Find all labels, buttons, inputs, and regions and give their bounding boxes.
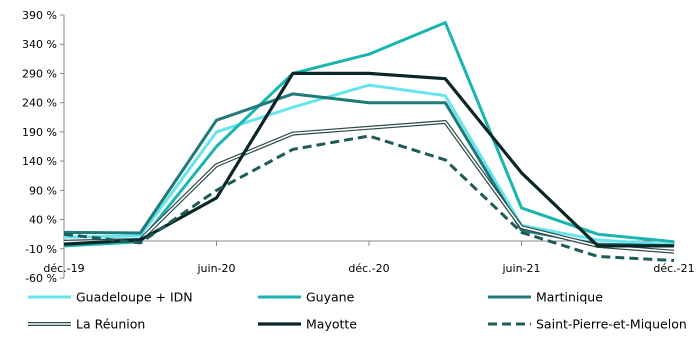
legend-item: Martinique (488, 290, 603, 305)
legend-item: Guadeloupe + IDN (28, 290, 193, 305)
y-tick-label: 90 % (29, 184, 57, 197)
y-tick-label: 390 % (22, 9, 57, 22)
legend-item: La Réunion (28, 317, 145, 332)
legend-label: La Réunion (76, 317, 145, 332)
series-line (63, 71, 674, 248)
legend-label: Martinique (536, 290, 603, 305)
legend-item: Mayotte (258, 317, 357, 332)
legend-item: Saint-Pierre-et-Miquelon (488, 317, 687, 332)
series-lines (63, 21, 675, 262)
legend-label: Guadeloupe + IDN (76, 290, 193, 305)
y-tick-label: 190 % (22, 126, 57, 139)
x-tick-label: déc.-19 (43, 262, 84, 275)
y-tick-label: -10 % (25, 243, 57, 256)
series-1 (63, 83, 675, 247)
series-line (63, 21, 675, 248)
y-tick-label: -60 % (25, 272, 57, 285)
series-2 (63, 21, 675, 248)
x-tick-label: déc.-20 (348, 262, 389, 275)
legend-label: Mayotte (306, 317, 357, 332)
legend-item: Guyane (258, 290, 355, 305)
legend: Guadeloupe + IDN Guyane Martinique La Réuni… (28, 290, 687, 332)
legend-label: Saint-Pierre-et-Miquelon (536, 317, 687, 332)
y-axis: -60 % -10 % 40 % 90 % 140 % 190 % 240 % 290 % 34… (22, 9, 65, 285)
series-line-inner (63, 121, 675, 253)
x-tick-label: juin-21 (501, 262, 540, 275)
y-tick-label: 290 % (22, 67, 57, 80)
x-tick-label: juin-20 (196, 262, 235, 275)
y-tick-label: 140 % (22, 155, 57, 168)
y-tick-label: 240 % (22, 97, 57, 110)
x-tick-label: déc.-21 (653, 262, 694, 275)
legend-label: Guyane (306, 290, 355, 305)
y-tick-label: 340 % (22, 38, 57, 51)
series-4 (63, 120, 675, 254)
series-line (63, 83, 675, 247)
series-5 (63, 71, 674, 248)
y-tick-label: 40 % (29, 214, 57, 227)
